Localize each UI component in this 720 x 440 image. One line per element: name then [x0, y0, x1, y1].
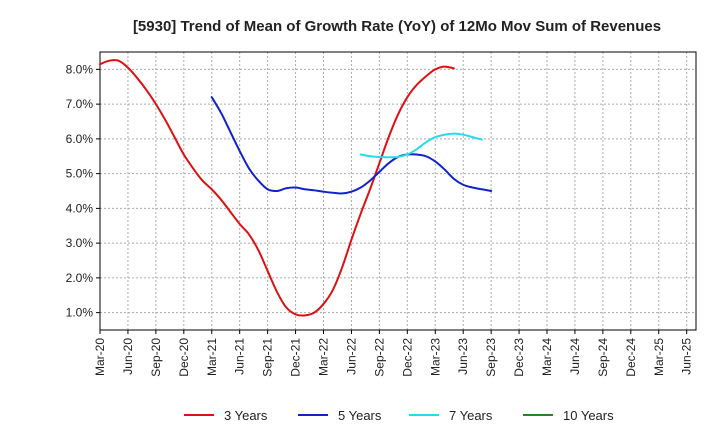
- x-axis: Mar-20 Jun-20 Sep-20 Dec-20 Mar-21 Jun-21 Sep-…: [93, 330, 694, 377]
- y-tick-label: 4.0%: [66, 201, 94, 215]
- x-tick-label: Mar-22: [317, 338, 331, 376]
- y-tick-label: 5.0%: [66, 167, 94, 181]
- x-tick-label: Mar-25: [652, 338, 666, 376]
- series-layer: [99, 59, 493, 317]
- legend-label-3-years: 3 Years: [224, 408, 268, 423]
- x-tick-label: Mar-24: [540, 338, 554, 376]
- x-tick-label: Mar-23: [428, 338, 442, 376]
- y-tick-label: 3.0%: [66, 236, 94, 250]
- x-tick-label: Jun-23: [456, 338, 470, 375]
- x-tick-label: Dec-22: [400, 338, 414, 377]
- legend-label-7-years: 7 Years: [449, 408, 493, 423]
- x-tick-label: Jun-20: [121, 338, 135, 375]
- x-tick-label: Jun-22: [344, 338, 358, 375]
- x-tick-label: Sep-22: [372, 338, 386, 377]
- x-tick-label: Sep-24: [596, 338, 610, 377]
- x-tick-label: Mar-20: [93, 338, 107, 376]
- chart-title: [5930] Trend of Mean of Growth Rate (YoY…: [133, 18, 661, 35]
- x-tick-label: Jun-21: [233, 338, 247, 375]
- x-tick-label: Sep-21: [261, 338, 275, 377]
- grid: [99, 52, 696, 330]
- plot-frame: [99, 51, 697, 331]
- y-tick-label: 2.0%: [66, 271, 94, 285]
- legend-label-10-years: 10 Years: [563, 408, 614, 423]
- x-tick-label: Dec-21: [289, 338, 303, 377]
- legend: 3 Years 5 Years 7 Years 10 Years: [184, 408, 614, 423]
- x-tick-label: Sep-20: [149, 338, 163, 377]
- series-line-5-years: [210, 96, 493, 195]
- x-tick-label: Mar-21: [205, 338, 219, 376]
- series-line-7-years: [359, 132, 483, 159]
- x-tick-label: Dec-24: [624, 338, 638, 377]
- x-tick-label: Sep-23: [484, 338, 498, 377]
- x-tick-label: Jun-25: [680, 338, 694, 375]
- series-line-3-years: [99, 59, 455, 317]
- x-tick-label: Dec-23: [512, 338, 526, 377]
- x-tick-label: Dec-20: [177, 338, 191, 377]
- y-tick-label: 7.0%: [66, 97, 94, 111]
- legend-label-5-years: 5 Years: [338, 408, 382, 423]
- y-tick-label: 8.0%: [66, 62, 94, 76]
- y-tick-label: 1.0%: [66, 306, 94, 320]
- x-tick-label: Jun-24: [568, 338, 582, 375]
- y-tick-label: 6.0%: [66, 132, 94, 146]
- y-axis: 1.0% 2.0% 3.0% 4.0% 5.0% 6.0% 7.0% 8.0%: [66, 62, 100, 320]
